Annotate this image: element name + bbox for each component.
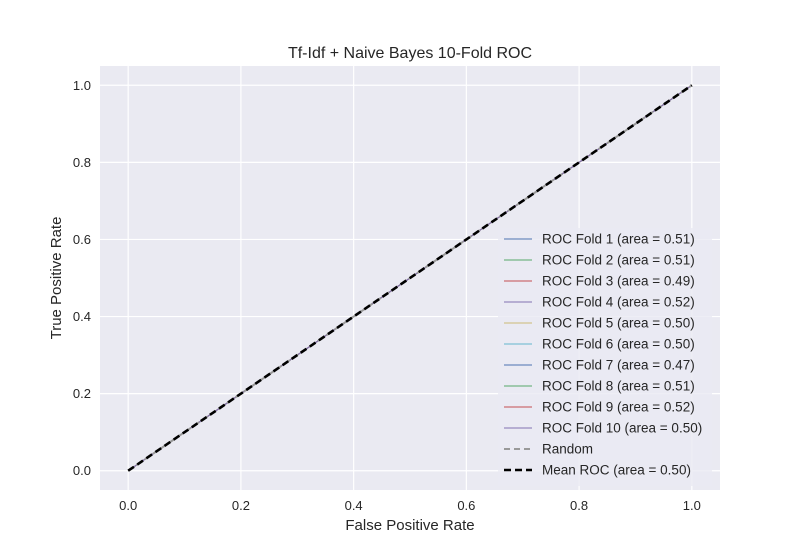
x-tick-label: 0.4 [345,498,363,513]
legend-entry-label: ROC Fold 8 (area = 0.51) [542,379,695,394]
y-tick-label: 0.4 [73,309,91,324]
x-tick-label: 0.0 [119,498,137,513]
legend: ROC Fold 1 (area = 0.51) ROC Fold 2 (area… [498,228,712,486]
x-tick-label: 1.0 [683,498,701,513]
y-tick-label: 1.0 [73,78,91,93]
series-lines [127,84,693,472]
legend-entry-label: ROC Fold 2 (area = 0.51) [542,253,695,268]
series-line-12 [127,84,693,472]
y-tick-label: 0.0 [73,463,91,478]
x-axis-label: False Positive Rate [345,517,474,534]
legend-entry-label: ROC Fold 9 (area = 0.52) [542,400,695,415]
legend-entry-label: ROC Fold 10 (area = 0.50) [542,421,702,436]
legend-entry-label: Random [542,442,593,457]
x-tick-label: 0.2 [232,498,250,513]
legend-entry-label: ROC Fold 3 (area = 0.49) [542,274,695,289]
y-tick-label: 0.6 [73,232,91,247]
chart-title: Tf-Idf + Naive Bayes 10-Fold ROC [288,45,532,62]
y-axis-label: True Positive Rate [48,217,65,340]
legend-box [498,228,712,486]
legend-entry-label: ROC Fold 1 (area = 0.51) [542,232,695,247]
y-tick-label: 0.2 [73,386,91,401]
legend-entry-label: ROC Fold 4 (area = 0.52) [542,295,695,310]
y-tick-label: 0.8 [73,155,91,170]
x-tick-label: 0.6 [457,498,475,513]
legend-entry-label: ROC Fold 5 (area = 0.50) [542,316,695,331]
legend-entry-label: Mean ROC (area = 0.50) [542,463,691,478]
y-tick-labels: 0.0 0.2 0.4 0.6 0.8 1.0 [73,78,91,478]
legend-entry-label: ROC Fold 6 (area = 0.50) [542,337,695,352]
x-tick-labels: 0.0 0.2 0.4 0.6 0.8 1.0 [119,498,701,513]
x-tick-label: 0.8 [570,498,588,513]
legend-entry-label: ROC Fold 7 (area = 0.47) [542,358,695,373]
